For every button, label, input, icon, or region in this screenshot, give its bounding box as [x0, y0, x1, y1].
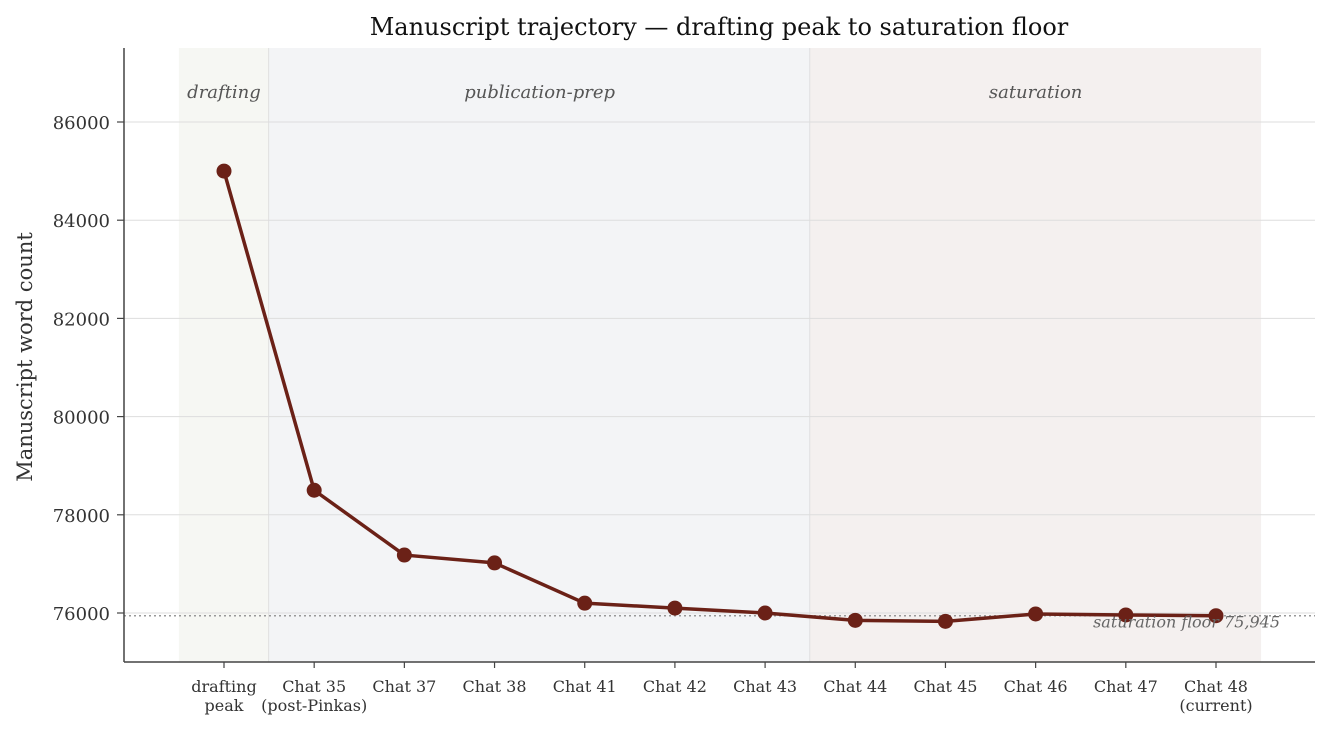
data-point: [757, 605, 773, 621]
data-point: [306, 482, 322, 498]
y-tick-label: 86000: [53, 113, 110, 134]
x-tick-label: drafting peak: [191, 677, 256, 715]
saturation-floor-label: saturation floor 75,945: [1093, 613, 1280, 632]
axes: [117, 48, 1315, 668]
x-tick-label: Chat 43: [733, 677, 797, 696]
data-point: [847, 612, 863, 628]
y-tick-label: 82000: [53, 309, 110, 330]
x-tick-label: Chat 37: [372, 677, 436, 696]
phase-label-publication-prep: publication-prep: [464, 82, 615, 103]
grid-lines: [124, 121, 1315, 614]
x-tick-label: Chat 35 (post-Pinkas): [261, 677, 367, 715]
y-tick-label: 78000: [53, 506, 110, 527]
data-point: [487, 555, 503, 571]
phase-bands: [178, 48, 1262, 662]
chart-title: Manuscript trajectory — drafting peak to…: [370, 13, 1069, 41]
x-tick-label: Chat 38: [463, 677, 527, 696]
phase-band-saturation: [810, 48, 1262, 662]
x-tick-label: Chat 41: [553, 677, 617, 696]
phase-label-saturation: saturation: [989, 82, 1083, 103]
data-point: [937, 613, 953, 629]
x-tick-label: Chat 45: [913, 677, 977, 696]
data-point: [577, 595, 593, 611]
data-point: [1118, 607, 1134, 623]
x-tick-label: Chat 46: [1004, 677, 1068, 696]
y-axis-label: Manuscript word count: [13, 232, 37, 482]
phase-label-drafting: drafting: [187, 82, 261, 103]
phase-band-drafting: [178, 48, 270, 662]
chart-labels: drafting publication-prep saturation 76000 7…: [53, 82, 1280, 715]
y-tick-label: 80000: [53, 408, 110, 429]
data-point: [216, 163, 232, 179]
x-tick-label: Chat 48 (current): [1179, 677, 1252, 715]
series-line: [222, 169, 1218, 624]
y-tick-label: 84000: [53, 211, 110, 232]
x-tick-label: Chat 42: [643, 677, 707, 696]
y-tick-label: 76000: [53, 604, 110, 625]
x-tick-label: Chat 47: [1094, 677, 1158, 696]
data-point: [1028, 606, 1044, 622]
data-point: [1208, 608, 1224, 624]
x-tick-label: Chat 44: [823, 677, 887, 696]
phase-band-publication-prep: [269, 48, 811, 662]
data-point: [396, 547, 412, 563]
data-point: [667, 600, 683, 616]
series-group: [216, 163, 1224, 629]
